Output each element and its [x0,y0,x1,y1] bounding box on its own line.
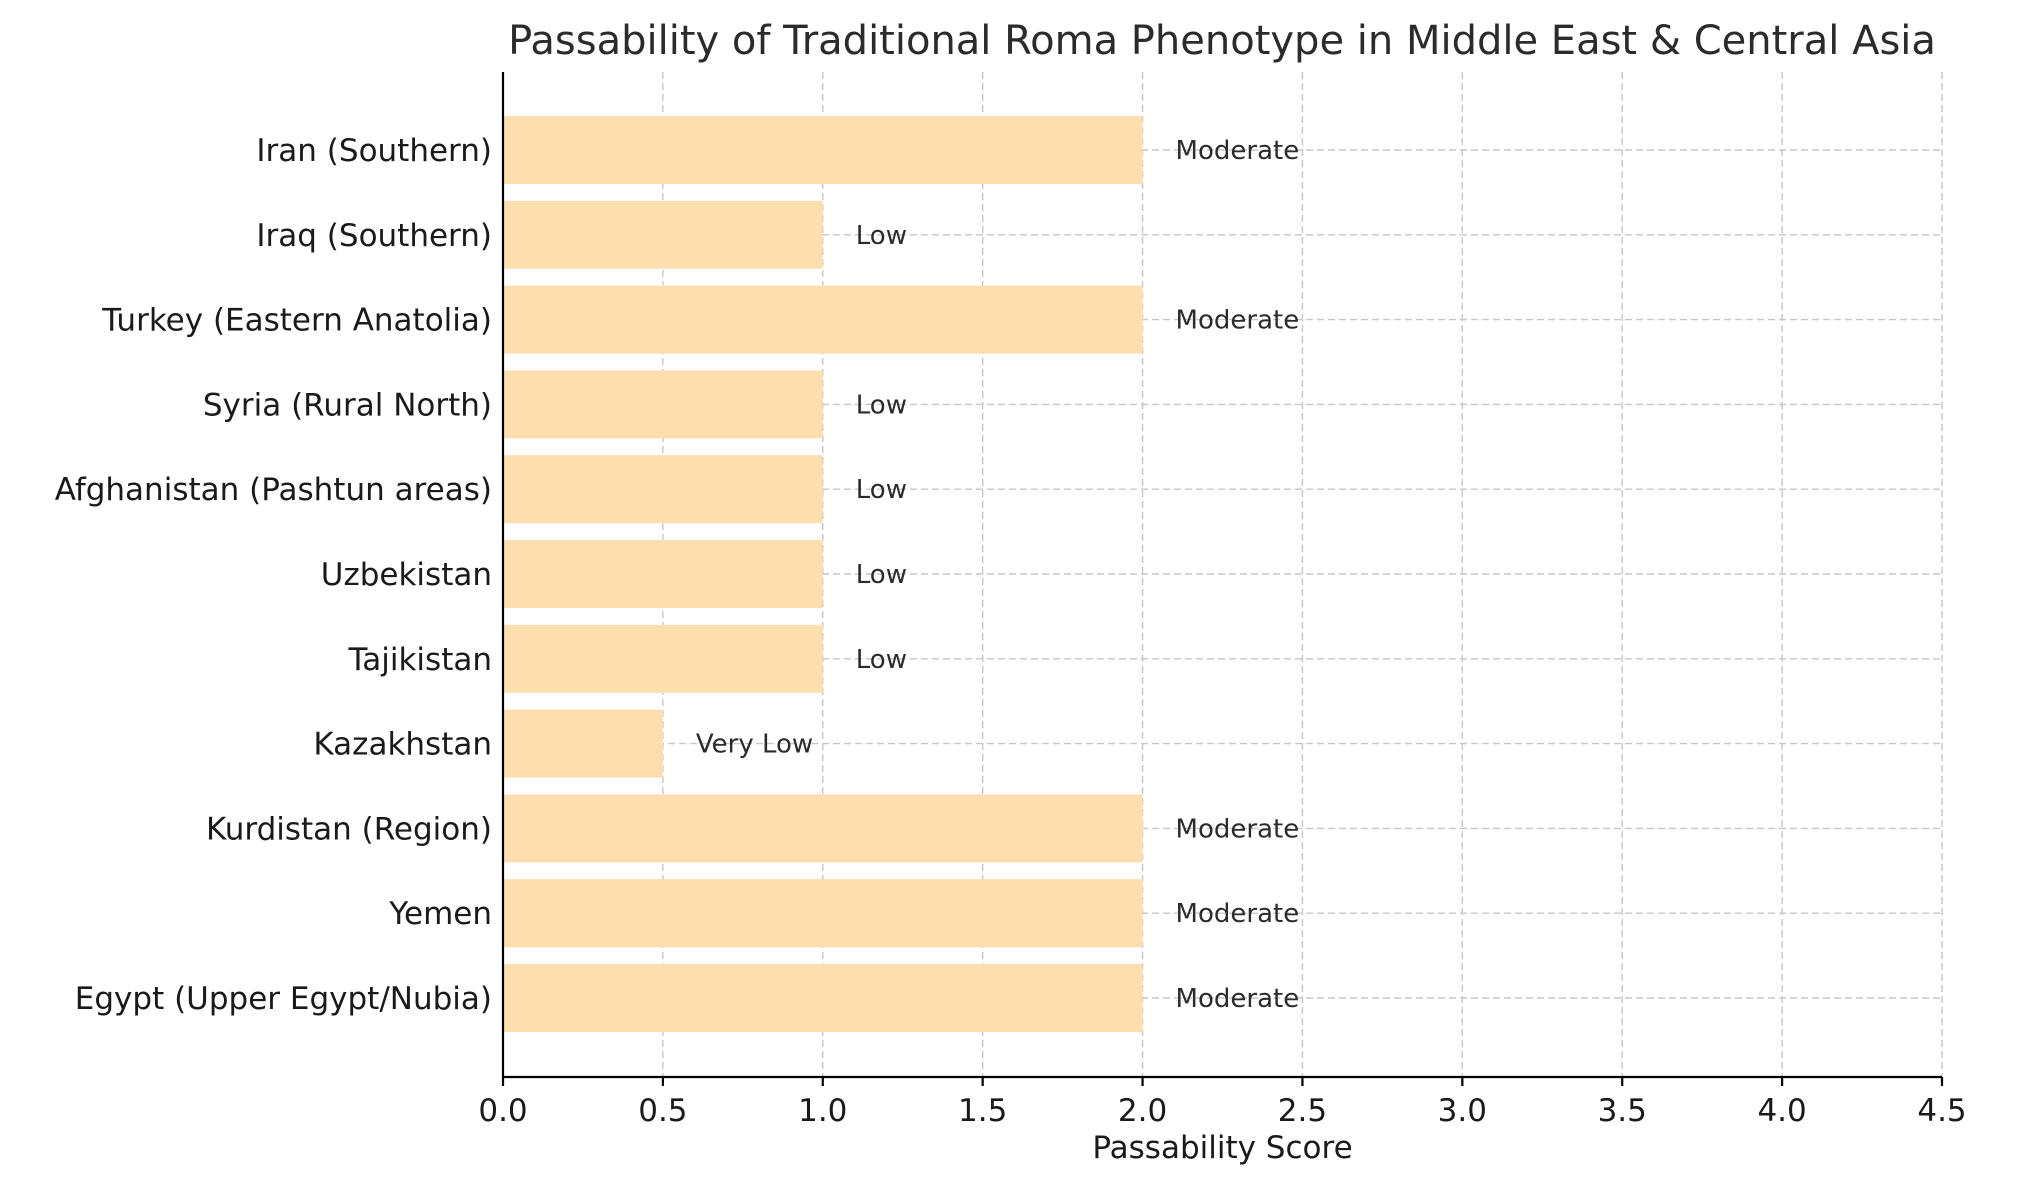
category-label: Iran (Southern) [256,133,492,169]
category-label: Tajikistan [347,642,492,678]
bar [503,709,663,778]
category-label: Yemen [388,896,492,932]
bar-value-label: Low [856,390,907,420]
bar-value-label: Very Low [696,730,813,760]
bar-value-label: Low [856,645,907,675]
x-tick-label: 3.0 [1438,1093,1487,1129]
bar-value-label: Moderate [1176,814,1300,844]
category-label: Syria (Rural North) [203,387,492,423]
bar [503,370,823,439]
bar-value-label: Moderate [1176,136,1300,166]
category-label: Kurdistan (Region) [206,811,492,847]
y-axis-category-labels: Iran (Southern) Iraq (Southern) Turkey (Ea… [55,133,492,1017]
bar-value-label: Moderate [1176,306,1300,336]
bar-value-labels: Moderate Low Moderate Low Low Low Low Very Low M… [696,136,1299,1014]
bar-value-label: Moderate [1176,984,1300,1014]
x-tick-label: 2.0 [1118,1093,1167,1129]
category-label: Uzbekistan [321,557,492,593]
category-label: Afghanistan (Pashtun areas) [55,472,492,508]
bar-value-label: Low [856,475,907,505]
bar [503,624,823,693]
x-tick-label: 4.5 [1917,1093,1966,1129]
x-tick-label: 1.5 [958,1093,1007,1129]
bar [503,879,1143,948]
grid-lines [502,72,1943,1077]
bar [503,200,823,269]
chart-title: Passability of Traditional Roma Phenotyp… [508,18,1936,64]
category-label: Turkey (Eastern Anatolia) [101,303,492,339]
x-axis-title: Passability Score [1092,1130,1352,1166]
bar [503,964,1143,1032]
category-label: Iraq (Southern) [256,218,492,254]
bar-value-label: Low [856,221,907,251]
bar-value-label: Low [856,560,907,590]
x-tick-label: 4.0 [1757,1093,1806,1129]
bars [503,116,1143,1032]
x-tick-label: 1.0 [798,1093,847,1129]
category-label: Egypt (Upper Egypt/Nubia) [75,981,492,1017]
bar [503,540,823,608]
bar-value-label: Moderate [1176,899,1300,929]
bar [503,285,1143,354]
x-axis-ticks: 0.0 0.5 1.0 1.5 2.0 2.5 3.0 3.5 4.0 4.5 [478,1077,1967,1129]
x-tick-label: 3.5 [1598,1093,1647,1129]
category-label: Kazakhstan [313,727,492,763]
x-tick-label: 2.5 [1278,1093,1327,1129]
x-tick-label: 0.0 [478,1093,527,1129]
x-tick-label: 0.5 [638,1093,687,1129]
bar [503,455,823,524]
bar [503,794,1143,863]
bar [503,116,1143,184]
